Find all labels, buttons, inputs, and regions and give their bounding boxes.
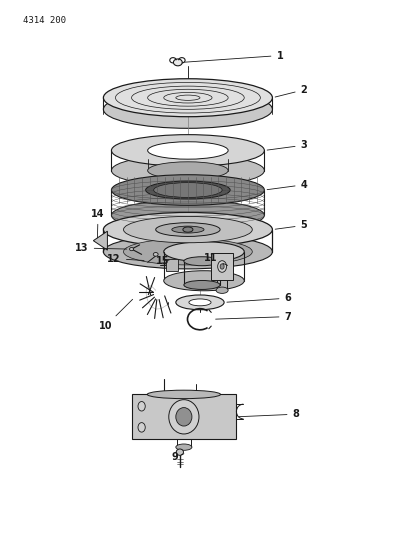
Ellipse shape	[103, 79, 273, 117]
Bar	[166, 259, 178, 271]
Bar	[211, 253, 233, 280]
Ellipse shape	[148, 142, 228, 159]
Bar	[131, 394, 236, 439]
Ellipse shape	[169, 400, 199, 434]
Ellipse shape	[189, 299, 211, 306]
Text: 10: 10	[100, 300, 133, 330]
Ellipse shape	[176, 444, 192, 450]
Text: 1: 1	[185, 51, 283, 62]
Ellipse shape	[220, 264, 224, 269]
Ellipse shape	[138, 401, 145, 411]
Ellipse shape	[103, 213, 273, 247]
Ellipse shape	[148, 162, 228, 179]
Text: 14: 14	[91, 209, 105, 238]
Ellipse shape	[124, 216, 252, 243]
Ellipse shape	[154, 183, 222, 197]
Text: 2: 2	[275, 85, 307, 97]
Ellipse shape	[184, 257, 220, 266]
Text: 7: 7	[216, 312, 291, 321]
Text: 8: 8	[239, 409, 299, 419]
Ellipse shape	[153, 253, 158, 256]
Ellipse shape	[183, 227, 193, 232]
Text: 12: 12	[107, 254, 144, 264]
Ellipse shape	[184, 280, 220, 289]
Ellipse shape	[111, 155, 264, 187]
Ellipse shape	[130, 247, 133, 251]
Ellipse shape	[146, 181, 230, 199]
Ellipse shape	[176, 295, 224, 310]
Text: 6: 6	[227, 293, 291, 303]
Ellipse shape	[156, 223, 220, 237]
Ellipse shape	[124, 239, 252, 265]
Text: 9: 9	[172, 453, 184, 463]
Polygon shape	[93, 231, 107, 250]
Ellipse shape	[172, 226, 204, 233]
Ellipse shape	[111, 135, 264, 166]
Text: 5: 5	[275, 220, 307, 230]
Text: 3: 3	[267, 140, 307, 150]
Ellipse shape	[111, 200, 264, 231]
Ellipse shape	[147, 390, 220, 399]
Ellipse shape	[218, 261, 226, 272]
Text: 13: 13	[75, 243, 127, 253]
Text: 11: 11	[204, 253, 228, 265]
Ellipse shape	[164, 271, 244, 291]
Ellipse shape	[138, 423, 145, 432]
Ellipse shape	[103, 235, 273, 269]
Ellipse shape	[103, 90, 273, 128]
Ellipse shape	[111, 175, 264, 205]
Text: 4314 200: 4314 200	[23, 16, 66, 25]
Ellipse shape	[176, 408, 192, 426]
Text: 4: 4	[267, 180, 307, 190]
Ellipse shape	[216, 287, 228, 293]
Text: 15: 15	[156, 256, 169, 266]
Ellipse shape	[173, 59, 182, 66]
Ellipse shape	[176, 449, 184, 455]
Ellipse shape	[164, 241, 244, 262]
